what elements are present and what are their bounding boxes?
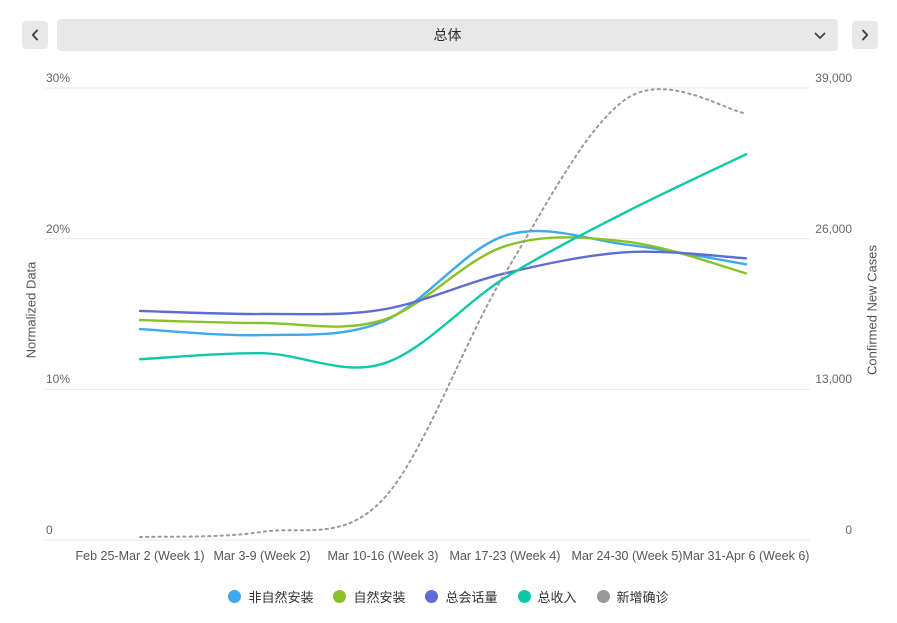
next-week-button[interactable] [852,21,878,49]
legend-label: 总会话量 [445,589,498,605]
right-axis-tick: 26,000 [815,221,852,236]
left-axis-tick: 10% [46,372,71,387]
series-line [138,153,748,369]
legend-item[interactable]: 总收入 [517,587,577,606]
legend-dot-icon [228,589,242,603]
legend-dot-icon [517,589,531,603]
legend-dot-icon [333,589,347,603]
legend-item[interactable]: 非自然安装 [228,587,313,606]
metric-dropdown[interactable]: 总体 [57,19,838,51]
legend-item[interactable]: 总会话量 [425,587,498,606]
metric-dropdown-value: 总体 [433,27,462,43]
right-axis-title: Confirmed New Cases [864,244,880,376]
right-axis-tick: 13,000 [815,372,852,387]
chart-canvas [45,87,810,541]
left-axis-tick: 0 [46,523,53,537]
chevron-right-icon [860,29,870,41]
chart-legend: 非自然安装 自然安装 总会话量 总收入 新增确诊 [0,583,897,609]
x-axis-label: Mar 10-16 (Week 3) [327,549,439,563]
left-axis-tick: 30% [46,71,71,85]
legend-item[interactable]: 新增确诊 [596,587,669,606]
chevron-left-icon [30,29,40,41]
right-axis-tick: 0 [845,523,852,537]
prev-week-button[interactable] [22,21,48,49]
legend-label: 总收入 [537,589,577,605]
x-axis-label: Mar 24-30 (Week 5) [571,549,683,563]
x-axis-label: Mar 3-9 (Week 2) [213,549,311,563]
legend-label: 非自然安装 [248,589,314,605]
x-axis-label: Mar 17-23 (Week 4) [449,549,561,563]
series-line [138,229,748,337]
legend-label: 新增确诊 [616,589,669,605]
x-axis-label: Feb 25-Mar 2 (Week 1) [75,549,205,563]
x-axis-label: Mar 31-Apr 6 (Week 6) [682,549,810,563]
left-axis-tick: 20% [46,221,71,236]
series-line [138,250,748,316]
chevron-down-icon [814,27,826,43]
series-line [139,88,747,539]
legend-dot-icon [425,589,439,603]
left-axis-title: Normalized Data [23,261,39,359]
legend-label: 自然安装 [353,589,406,605]
legend-item[interactable]: 自然安装 [333,587,405,606]
series-line [138,236,748,328]
right-axis-tick: 39,000 [815,71,852,85]
legend-dot-icon [596,589,610,603]
